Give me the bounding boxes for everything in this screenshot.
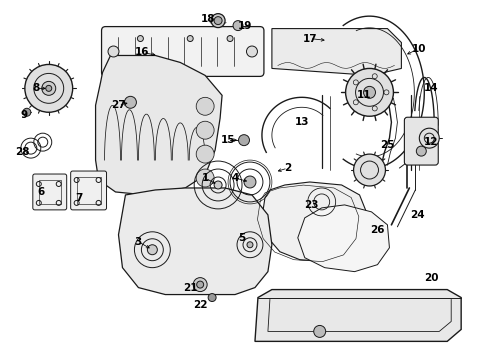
Polygon shape [271, 28, 401, 75]
Text: 15: 15 [221, 135, 235, 145]
Circle shape [246, 46, 257, 57]
Bar [39, 180, 61, 204]
Text: 9: 9 [20, 110, 27, 120]
Text: 27: 27 [111, 100, 125, 110]
Circle shape [23, 108, 31, 116]
Circle shape [208, 293, 216, 302]
Circle shape [108, 46, 119, 57]
Text: 20: 20 [423, 273, 438, 283]
FancyBboxPatch shape [102, 27, 264, 76]
Text: 2: 2 [284, 163, 291, 173]
Circle shape [124, 96, 136, 108]
Text: 21: 21 [183, 283, 197, 293]
Circle shape [226, 36, 233, 41]
Circle shape [214, 181, 222, 189]
FancyBboxPatch shape [33, 174, 66, 210]
Ellipse shape [343, 37, 365, 48]
Text: 16: 16 [135, 48, 149, 58]
Text: 7: 7 [75, 193, 82, 203]
Circle shape [46, 85, 52, 91]
Text: 24: 24 [409, 210, 424, 220]
Polygon shape [254, 289, 460, 341]
Polygon shape [95, 55, 222, 195]
Text: 1: 1 [201, 173, 208, 183]
Text: 19: 19 [237, 21, 252, 31]
Ellipse shape [285, 44, 323, 58]
Text: 10: 10 [411, 44, 426, 54]
FancyBboxPatch shape [71, 171, 106, 210]
Circle shape [193, 278, 207, 292]
Ellipse shape [196, 145, 214, 163]
Text: 8: 8 [32, 84, 40, 93]
Bar [77, 177, 101, 204]
Ellipse shape [196, 169, 214, 187]
Text: 26: 26 [369, 225, 384, 235]
Polygon shape [118, 188, 271, 294]
Text: 13: 13 [294, 117, 308, 127]
Text: 4: 4 [231, 173, 238, 183]
Text: 28: 28 [16, 147, 30, 157]
Text: 6: 6 [37, 187, 44, 197]
Ellipse shape [196, 97, 214, 115]
Circle shape [214, 17, 222, 24]
Text: 22: 22 [193, 300, 207, 310]
Ellipse shape [196, 121, 214, 139]
Polygon shape [297, 205, 388, 272]
Circle shape [25, 64, 73, 112]
Circle shape [419, 128, 438, 148]
Circle shape [196, 281, 203, 288]
Circle shape [345, 68, 393, 116]
Circle shape [41, 81, 56, 95]
Circle shape [246, 242, 252, 248]
Circle shape [363, 86, 375, 98]
Text: 14: 14 [423, 84, 438, 93]
Circle shape [353, 154, 385, 186]
Circle shape [313, 325, 325, 337]
Text: 25: 25 [379, 140, 394, 150]
Polygon shape [262, 182, 367, 262]
Text: 17: 17 [302, 33, 316, 44]
Text: 18: 18 [201, 14, 215, 24]
Circle shape [244, 176, 255, 188]
Circle shape [238, 135, 249, 146]
Circle shape [415, 146, 426, 156]
Circle shape [137, 36, 143, 41]
Text: 23: 23 [304, 200, 318, 210]
FancyBboxPatch shape [404, 117, 437, 165]
Text: 5: 5 [238, 233, 245, 243]
Circle shape [147, 245, 157, 255]
Circle shape [187, 36, 193, 41]
Circle shape [233, 21, 243, 31]
Text: 12: 12 [423, 137, 438, 147]
Text: 3: 3 [135, 237, 142, 247]
Text: 11: 11 [357, 90, 371, 100]
Circle shape [211, 14, 224, 28]
